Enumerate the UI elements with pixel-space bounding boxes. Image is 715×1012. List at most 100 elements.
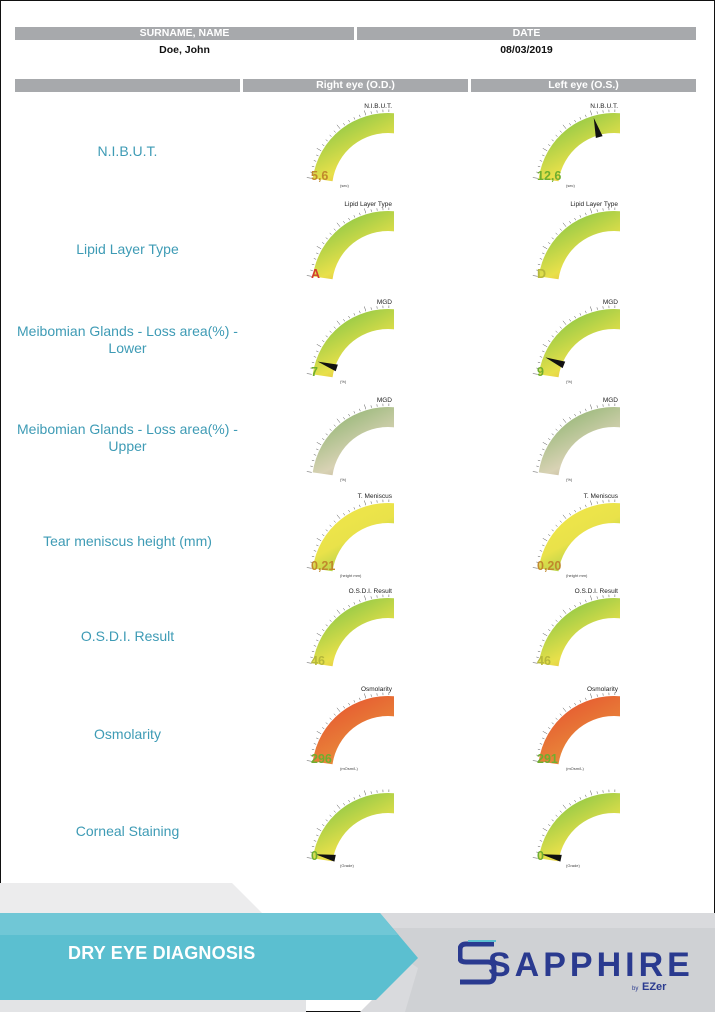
row-label: Meibomian Glands - Loss area(%) - Upper xyxy=(17,421,238,454)
gauge-band xyxy=(312,502,394,572)
gauge-unit: (%) xyxy=(566,379,573,384)
gauge-needle xyxy=(315,854,336,862)
gauge-needle xyxy=(541,854,562,862)
gauge-unit: (mOsm/L) xyxy=(566,766,584,771)
gauge-right-eye: MGD 7 (%) xyxy=(306,299,394,387)
gauge-band xyxy=(312,792,394,862)
label-column-header xyxy=(15,79,240,92)
gauge-dial xyxy=(532,783,620,871)
gauge-title: Osmolarity xyxy=(586,686,618,693)
gauge-band xyxy=(312,112,394,182)
gauge-needle xyxy=(593,117,603,139)
gauge-right-eye: N.I.B.U.T. 5,6 (sec) xyxy=(306,103,394,191)
patient-name: Doe, John xyxy=(159,44,210,56)
gauge-unit: (Grade) xyxy=(566,863,580,868)
logo-by: by xyxy=(632,986,639,992)
gauge-dial xyxy=(306,201,394,289)
gauge-left-eye: MGD 9 (%) xyxy=(532,299,620,387)
gauge-band xyxy=(538,695,620,765)
gauge-left-eye: Osmolarity 291 (mOsm/L) xyxy=(532,686,620,774)
row-label: N.I.B.U.T. xyxy=(97,143,158,159)
gauge-dial xyxy=(532,686,620,774)
gauge-right-eye: Osmolarity 296 (mOsm/L) xyxy=(306,686,394,774)
gauge-title: N.I.B.U.T. xyxy=(364,103,392,110)
report-title: DRY EYE DIAGNOSIS xyxy=(68,943,256,963)
gauge-band xyxy=(538,502,620,572)
gauge-title: MGD xyxy=(376,397,392,404)
gauge-needle xyxy=(545,357,566,369)
gauge-dial xyxy=(532,103,620,191)
ezer-logo: EZer xyxy=(642,981,667,993)
row-label: Corneal Staining xyxy=(75,823,180,839)
right-eye-header: Right eye (O.D.) xyxy=(243,79,468,92)
row-label: O.S.D.I. Result xyxy=(80,628,175,644)
gauge-dial xyxy=(532,397,620,485)
gauge-band xyxy=(538,308,620,378)
gauge-value: D xyxy=(537,267,547,281)
gauge-dial xyxy=(306,299,394,387)
gauge-value: A xyxy=(311,267,321,281)
date-header: DATE xyxy=(357,27,696,40)
gauge-left-eye: MGD (%) xyxy=(532,397,620,485)
surname-header: SURNAME, NAME xyxy=(15,27,354,40)
gauge-dial xyxy=(306,686,394,774)
gauge-left-eye: 0 (Grade) xyxy=(532,783,620,871)
gauge-unit: (%) xyxy=(340,477,347,482)
gauge-value: 46 xyxy=(537,654,551,668)
gauge-band xyxy=(538,112,620,182)
gauge-band xyxy=(538,597,620,667)
gauge-unit: (mOsm/L) xyxy=(340,766,358,771)
gauge-band xyxy=(538,406,620,476)
sapphire-logo-text: SAPPHIRE xyxy=(488,946,694,984)
gauge-unit: (Grade) xyxy=(340,863,354,868)
gauge-band xyxy=(312,695,394,765)
gauge-value: 5,6 xyxy=(311,169,329,183)
gauge-title: MGD xyxy=(602,299,618,306)
gauge-right-eye: O.S.D.I. Result 46 xyxy=(306,588,394,676)
gauge-unit: (height mm) xyxy=(566,573,588,578)
row-label: Tear meniscus height (mm) xyxy=(43,533,212,549)
gauge-right-eye: T. Meniscus 0,21 (height mm) xyxy=(306,493,394,581)
gauge-value: 291 xyxy=(537,752,558,766)
gauge-band xyxy=(538,792,620,862)
gauge-dial xyxy=(532,201,620,289)
gauge-title: MGD xyxy=(376,299,392,306)
gauge-title: T. Meniscus xyxy=(357,493,392,500)
gauge-unit: (sec) xyxy=(566,183,575,188)
gauge-band xyxy=(312,406,394,476)
gauge-right-eye: MGD (%) xyxy=(306,397,394,485)
gauge-value: 0 xyxy=(537,849,544,863)
gauge-left-eye: T. Meniscus 0,20 (height mm) xyxy=(532,493,620,581)
gauge-unit: (%) xyxy=(340,379,347,384)
gauge-band xyxy=(312,597,394,667)
gauge-dial xyxy=(532,588,620,676)
exam-date: 08/03/2019 xyxy=(500,44,553,56)
left-eye-header: Left eye (O.S.) xyxy=(471,79,696,92)
gauge-title: O.S.D.I. Result xyxy=(348,588,392,595)
row-label: Lipid Layer Type xyxy=(76,241,179,257)
gauge-value: 46 xyxy=(311,654,325,668)
gauge-dial xyxy=(532,493,620,581)
gauge-band xyxy=(312,308,394,378)
gauge-band xyxy=(538,210,620,280)
gauge-value: 9 xyxy=(537,365,544,379)
gauge-value: 7 xyxy=(311,365,318,379)
row-label: Meibomian Glands - Loss area(%) - Lower xyxy=(17,323,238,356)
gauge-band xyxy=(312,210,394,280)
gauge-value: 12,6 xyxy=(537,169,562,183)
gauge-needle xyxy=(317,361,338,372)
gauge-dial xyxy=(306,103,394,191)
gauge-title: Osmolarity xyxy=(360,686,392,693)
gauge-left-eye: N.I.B.U.T. 12,6 (sec) xyxy=(532,103,620,191)
gauge-dial xyxy=(532,299,620,387)
gauge-dial xyxy=(306,493,394,581)
sapphire-logo-icon xyxy=(458,940,497,985)
gauge-left-eye: Lipid Layer Type D xyxy=(532,201,620,289)
gauge-title: O.S.D.I. Result xyxy=(574,588,618,595)
gauge-left-eye: O.S.D.I. Result 46 xyxy=(532,588,620,676)
gauge-right-eye: 0 (Grade) xyxy=(306,783,394,871)
gauge-unit: (height mm) xyxy=(340,573,362,578)
gauge-unit: (sec) xyxy=(340,183,349,188)
gauge-unit: (%) xyxy=(566,477,573,482)
gauge-title: Lipid Layer Type xyxy=(344,201,392,208)
